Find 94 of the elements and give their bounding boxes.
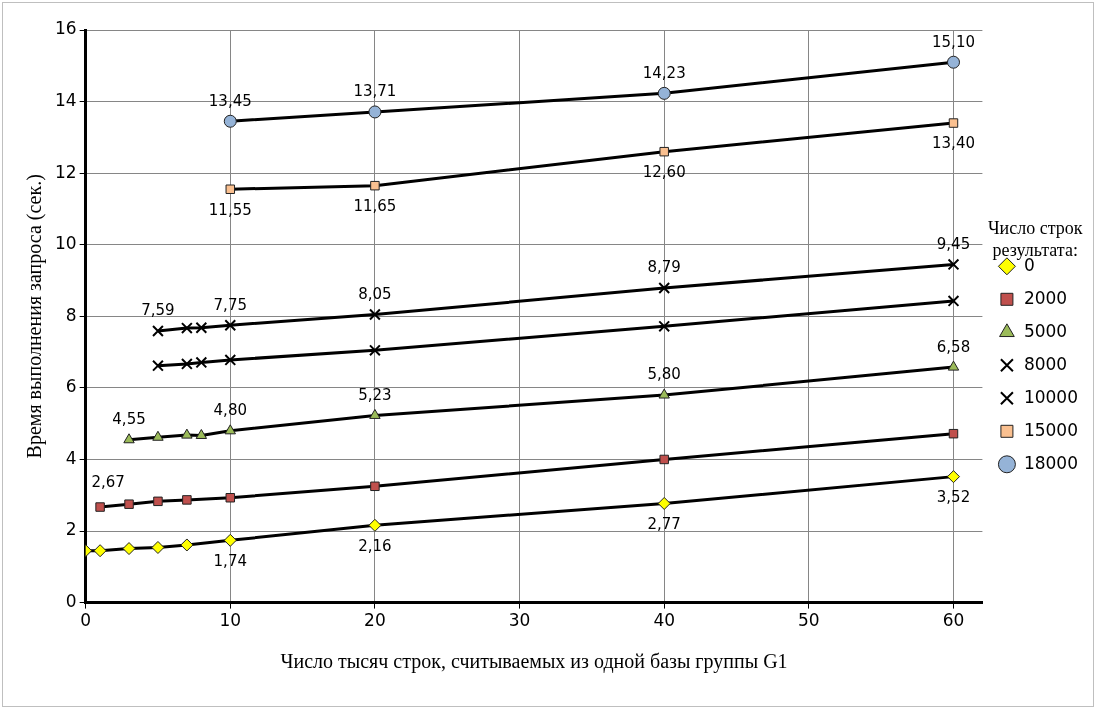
legend-label: 15000 — [1023, 419, 1079, 440]
point — [946, 470, 960, 484]
legend-title: Число строк результата: — [987, 217, 1083, 260]
point — [658, 320, 671, 333]
y-tick-label: 12 — [54, 161, 77, 182]
point — [224, 319, 237, 332]
legend-label: 18000 — [1023, 452, 1079, 473]
point — [368, 105, 382, 119]
legend-label: 8000 — [1023, 353, 1068, 374]
y-tick-label: 6 — [65, 376, 77, 397]
point — [195, 428, 208, 439]
data-label: 6,58 — [936, 337, 971, 356]
point — [180, 538, 194, 552]
data-label: 2,67 — [91, 473, 125, 492]
y-tick-label: 16 — [54, 18, 77, 39]
y-tick-label: 10 — [54, 233, 77, 254]
data-label: 15,10 — [932, 32, 975, 51]
data-label: 4,55 — [112, 410, 146, 429]
legend-label: 10000 — [1023, 386, 1079, 407]
y-tick-label: 8 — [65, 304, 77, 325]
data-label: 9,45 — [936, 234, 971, 253]
point — [224, 424, 236, 435]
data-label: 7,59 — [141, 301, 175, 320]
point — [946, 55, 960, 69]
data-label: 7,75 — [213, 295, 247, 314]
point — [223, 533, 237, 547]
data-label: 11,65 — [353, 197, 397, 216]
point — [195, 356, 208, 369]
legend-label: 2000 — [1023, 287, 1068, 308]
point — [368, 344, 381, 357]
point — [224, 354, 237, 366]
data-label: 13,40 — [932, 134, 975, 153]
data-label: 5,80 — [647, 365, 681, 384]
point — [152, 430, 164, 441]
point — [659, 146, 669, 157]
data-label: 5,23 — [358, 385, 392, 404]
point — [947, 294, 960, 307]
data-label: 8,05 — [358, 284, 392, 303]
data-label: 13,45 — [208, 91, 252, 110]
y-tick-label: 4 — [65, 447, 77, 468]
point — [195, 321, 208, 334]
point — [368, 518, 382, 532]
point — [93, 544, 107, 558]
legend-label: 5000 — [1023, 320, 1068, 341]
point — [123, 433, 135, 444]
point — [658, 282, 671, 294]
point — [95, 502, 105, 512]
data-label: 3,52 — [936, 488, 971, 507]
x-tick-label: 0 — [80, 610, 92, 631]
point — [369, 408, 381, 419]
point — [947, 258, 960, 271]
point — [223, 114, 237, 128]
y-tick-label: 14 — [54, 90, 77, 110]
data-label: 2,77 — [647, 514, 681, 533]
point — [225, 493, 236, 503]
x-tick-label: 60 — [942, 610, 965, 631]
data-label: 12,60 — [642, 163, 686, 182]
point — [153, 496, 163, 507]
x-tick-label: 40 — [653, 610, 676, 631]
point — [181, 428, 193, 439]
x-axis-title: Число тысяч строк, считываемых из одной базы группы G1 — [280, 650, 788, 674]
y-axis-title: Время выполнения запроса (сек.) — [23, 174, 47, 459]
point — [947, 360, 960, 371]
x-tick-label: 10 — [219, 610, 242, 631]
point — [948, 118, 959, 128]
point — [151, 540, 165, 554]
point — [370, 481, 380, 492]
x-tick-label: 50 — [798, 610, 820, 631]
point — [152, 325, 164, 337]
point — [948, 428, 959, 439]
point — [658, 388, 670, 399]
x-tick-label: 30 — [508, 610, 531, 631]
point — [659, 454, 669, 465]
x-tick-label: 20 — [364, 610, 386, 631]
point — [180, 322, 193, 335]
data-label: 14,23 — [642, 63, 686, 82]
point — [370, 180, 380, 191]
point — [225, 184, 236, 194]
y-tick-label: 2 — [65, 519, 77, 540]
data-label: 4,80 — [213, 401, 247, 420]
data-label: 8,79 — [647, 258, 681, 277]
point — [368, 308, 381, 321]
data-label: 2,16 — [358, 536, 392, 555]
point — [657, 86, 671, 100]
point — [180, 357, 193, 370]
y-tick-label: 0 — [65, 591, 77, 612]
data-label: 11,55 — [208, 200, 252, 219]
data-label: 13,71 — [353, 82, 397, 101]
point — [657, 496, 671, 510]
point — [182, 495, 192, 505]
point — [122, 542, 136, 556]
point — [152, 359, 164, 372]
point — [124, 499, 134, 509]
data-label: 1,74 — [213, 551, 247, 570]
